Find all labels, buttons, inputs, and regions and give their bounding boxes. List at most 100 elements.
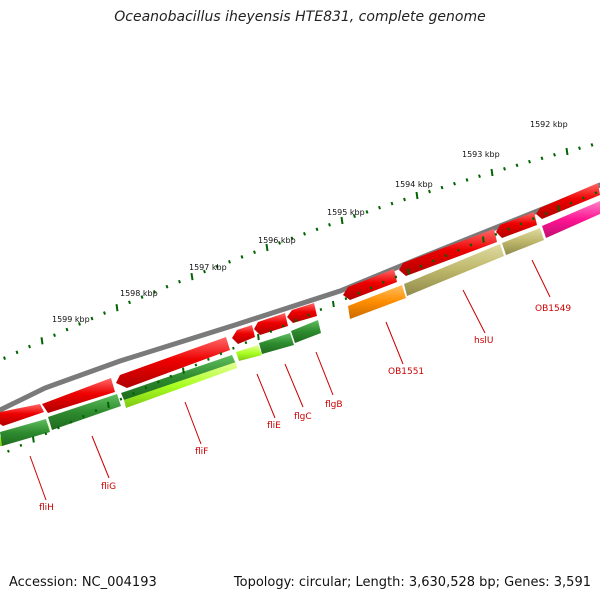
gene-arrow — [496, 212, 537, 238]
gene-label: fliG — [101, 482, 116, 492]
feature-tick — [157, 380, 160, 384]
ruler-tick — [153, 290, 156, 294]
feature-tick — [544, 211, 548, 216]
feature-tick — [582, 196, 585, 200]
feature-tick — [594, 191, 598, 195]
cds-dark-green — [121, 355, 236, 400]
feature-tick — [432, 259, 435, 263]
feature-tick — [19, 443, 23, 447]
ruler-tick — [228, 259, 231, 264]
gene-arrow — [116, 337, 230, 388]
gene-arrow — [42, 378, 115, 413]
gene-label: hslU — [474, 336, 493, 346]
gene-leader-line — [385, 321, 404, 365]
ruler-tick — [115, 304, 119, 312]
genome-summary-text: Topology: circular; Length: 3,630,528 bp… — [233, 575, 591, 590]
ruler-tick — [40, 337, 44, 345]
cds-pink — [542, 201, 600, 238]
feature-tick — [419, 264, 423, 268]
feature-tick — [482, 236, 485, 243]
scale-label: 1593 kbp — [462, 150, 500, 159]
feature-tick — [319, 307, 323, 312]
scale-label: 1596 kbp — [258, 236, 296, 245]
ruler-tick — [340, 216, 344, 225]
gene-features — [0, 183, 600, 426]
ruler-tick — [65, 327, 69, 332]
ruler-tick — [540, 156, 544, 161]
feature-tick — [382, 280, 385, 284]
gene-arrow — [232, 325, 255, 344]
ruler-tick — [303, 231, 306, 236]
ruler-tick — [315, 227, 319, 232]
gene-leader-line — [29, 455, 47, 501]
ruler-tick — [290, 236, 294, 241]
feature-tick — [107, 401, 110, 408]
cds-light-green — [124, 362, 237, 408]
gene-arrow — [343, 269, 397, 300]
gene-leader-line — [256, 373, 276, 419]
scale-label: 1597 kbp — [189, 263, 227, 272]
feature-tick — [169, 374, 173, 378]
feature-tick — [69, 420, 73, 424]
feature-tick — [407, 268, 410, 275]
feature-tick-row — [7, 191, 598, 453]
ruler-tick — [365, 210, 369, 214]
ruler-tick — [553, 153, 556, 157]
ruler-tick — [178, 279, 181, 284]
feature-tick — [57, 426, 60, 430]
scale-ruler — [3, 143, 594, 360]
feature-tick — [82, 414, 85, 418]
feature-tick — [394, 275, 398, 279]
gene-label: flgB — [325, 400, 343, 410]
ruler-tick — [515, 163, 519, 168]
ruler-tick — [453, 181, 456, 186]
gene-arrow — [536, 183, 600, 219]
feature-tick — [257, 333, 260, 341]
scale-label-layer: 1592 kbp 1593 kbp 1594 kbp 1595 kbp 1596 kbp… — [52, 120, 568, 324]
cds-dark-green — [0, 419, 50, 446]
feature-tick — [119, 397, 123, 401]
gene-leader-line — [284, 363, 304, 408]
gene-leader-line — [462, 289, 486, 334]
scale-label: 1592 kbp — [530, 120, 568, 129]
gene-label: OB1549 — [535, 304, 571, 314]
ruler-tick — [390, 201, 394, 206]
feature-tick — [219, 352, 223, 356]
gene-label: OB1551 — [388, 367, 424, 377]
ruler-tick — [165, 284, 169, 289]
ruler-tick — [440, 185, 444, 190]
feature-tick — [207, 357, 210, 361]
ruler-tick — [528, 159, 531, 164]
feature-tick — [569, 201, 573, 205]
ruler-tick — [590, 143, 594, 147]
ruler-tick — [253, 250, 256, 255]
gene-label: fliE — [267, 421, 281, 431]
scale-label: 1595 kbp — [327, 208, 365, 217]
ruler-tick — [490, 168, 494, 177]
ruler-tick — [53, 333, 56, 337]
cds-dark-green — [259, 333, 294, 354]
ruler-tick — [190, 272, 194, 281]
ruler-tick — [128, 300, 131, 305]
feature-tick — [469, 243, 473, 247]
feature-tick — [332, 300, 335, 308]
cds-dark-green — [291, 320, 321, 343]
ruler-tick — [353, 214, 356, 218]
gene-label: fliF — [195, 447, 208, 457]
feature-tick — [369, 286, 373, 290]
feature-tick — [507, 227, 510, 231]
ruler-tick — [465, 178, 469, 182]
ruler-tick — [565, 147, 569, 156]
feature-tick — [294, 318, 298, 322]
feature-tick — [7, 449, 10, 453]
gene-arrow — [399, 229, 497, 276]
feature-tick — [557, 205, 560, 212]
feature-tick — [444, 254, 448, 258]
accession-text: Accession: NC_004193 — [9, 575, 157, 590]
gene-arrow — [287, 303, 317, 323]
feature-tick — [32, 436, 35, 443]
feature-tick — [194, 363, 198, 367]
gene-leader-line — [531, 259, 551, 298]
ruler-tick — [78, 322, 81, 326]
